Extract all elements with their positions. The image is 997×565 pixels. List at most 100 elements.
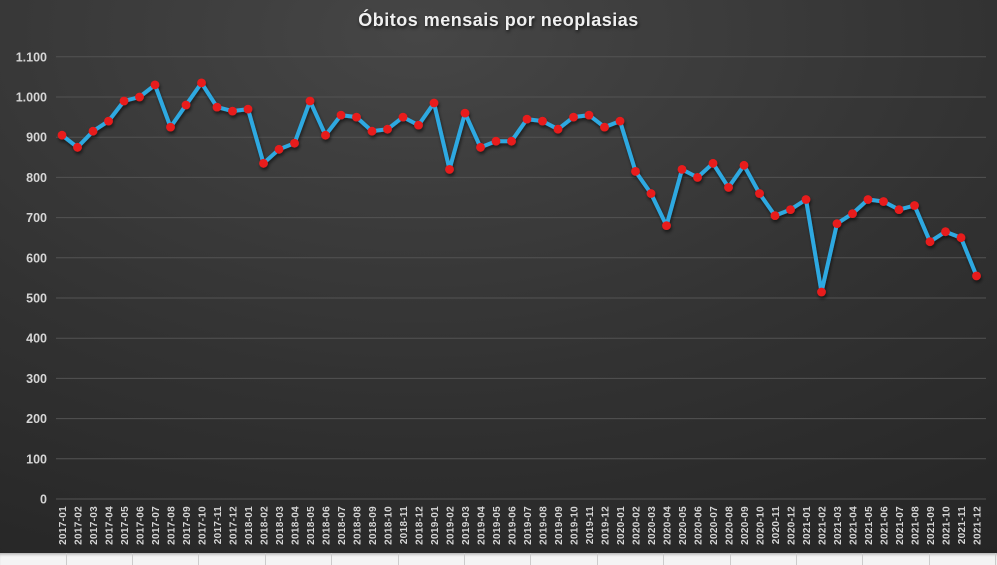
sheet-column-border — [198, 553, 200, 565]
data-point-marker[interactable] — [941, 227, 950, 237]
data-point-marker[interactable] — [662, 221, 671, 231]
data-point-marker[interactable] — [181, 100, 191, 110]
x-axis-tick-label: 2019-07 — [523, 506, 534, 545]
data-point-marker[interactable] — [398, 112, 408, 122]
data-point-marker[interactable] — [383, 124, 392, 134]
spreadsheet-cells-strip — [0, 553, 997, 565]
data-point-marker[interactable] — [600, 122, 609, 132]
data-point-marker[interactable] — [956, 233, 966, 243]
data-point-marker[interactable] — [274, 144, 284, 154]
data-point-marker[interactable] — [476, 142, 485, 152]
data-point-marker[interactable] — [894, 205, 904, 215]
data-line — [60, 80, 979, 294]
y-axis-tick-label: 100 — [26, 452, 47, 466]
data-point-marker[interactable] — [708, 158, 718, 168]
data-point-marker[interactable] — [584, 110, 594, 120]
sheet-column-border — [331, 553, 333, 565]
data-point-marker[interactable] — [972, 271, 981, 281]
data-point-marker[interactable] — [755, 189, 764, 198]
data-point-marker[interactable] — [538, 116, 547, 126]
data-point-marker[interactable] — [445, 165, 454, 174]
x-axis-tick-label: 2021-08 — [911, 506, 922, 545]
data-point-marker[interactable] — [305, 96, 315, 106]
data-point-marker[interactable] — [770, 211, 780, 221]
x-axis-tick-label: 2020-07 — [709, 506, 720, 545]
data-point-marker[interactable] — [135, 92, 144, 102]
data-point-marker[interactable] — [212, 102, 222, 112]
data-point-marker[interactable] — [259, 158, 268, 168]
data-point-marker[interactable] — [290, 138, 299, 148]
data-point-marker[interactable] — [73, 142, 82, 152]
sheet-column-border — [463, 553, 465, 565]
x-axis-tick-label: 2018-09 — [368, 506, 379, 545]
data-point-marker[interactable] — [119, 96, 129, 106]
data-point-marker[interactable] — [724, 183, 733, 192]
excel-chart[interactable]: Óbitos mensais por neoplasias 0 100 200 300… — [0, 0, 997, 553]
data-point-marker[interactable] — [646, 189, 656, 198]
sheet-column-border — [995, 553, 997, 565]
data-point-marker[interactable] — [615, 116, 625, 126]
data-point-marker[interactable] — [104, 116, 113, 126]
data-point-marker[interactable] — [569, 112, 578, 122]
sheet-column-border — [729, 553, 731, 565]
data-point-marker[interactable] — [491, 136, 501, 146]
data-point-marker[interactable] — [832, 219, 842, 229]
x-axis-tick-label: 2018-08 — [353, 506, 364, 545]
data-point-marker[interactable] — [863, 195, 873, 204]
data-point-marker[interactable] — [197, 78, 206, 88]
data-point-marker[interactable] — [848, 209, 857, 219]
sheet-column-border — [264, 553, 266, 565]
data-point-marker[interactable] — [336, 110, 346, 120]
x-axis-tick-label: 2018-12 — [415, 506, 426, 545]
x-axis-tick-label: 2017-06 — [136, 506, 147, 545]
x-axis-tick-label: 2019-11 — [585, 506, 596, 544]
x-axis-tick-label: 2017-11 — [213, 506, 224, 544]
x-axis-tick-label: 2021-01 — [802, 506, 813, 545]
x-axis-tick-label: 2019-12 — [601, 506, 612, 545]
data-point-marker[interactable] — [631, 167, 640, 176]
x-axis-tick-label: 2018-06 — [322, 506, 333, 545]
x-axis-tick-label: 2018-01 — [244, 506, 255, 545]
data-point-marker[interactable] — [677, 165, 687, 174]
y-axis-tick-label: 500 — [26, 292, 47, 306]
data-point-marker[interactable] — [801, 195, 811, 204]
data-point-marker[interactable] — [879, 197, 888, 206]
data-series — [57, 78, 981, 297]
data-point-marker[interactable] — [460, 108, 470, 118]
data-point-marker[interactable] — [786, 205, 795, 215]
y-axis-tick-label: 400 — [26, 332, 47, 346]
data-point-marker[interactable] — [693, 173, 702, 182]
x-axis-tick-label: 2018-05 — [306, 506, 317, 545]
x-axis-tick-label: 2019-10 — [570, 506, 581, 545]
data-point-marker[interactable] — [910, 201, 919, 210]
data-point-marker[interactable] — [243, 104, 253, 114]
x-axis-tick-label: 2019-01 — [430, 506, 441, 545]
data-point-marker[interactable] — [352, 112, 361, 122]
line-chart-plot-area: 0 100 200 300 400 500 600 700 800 900 1.000 1.100 20… — [16, 50, 986, 545]
data-point-marker[interactable] — [414, 120, 423, 130]
data-point-marker[interactable] — [367, 126, 377, 136]
data-point-marker[interactable] — [925, 237, 935, 247]
data-point-marker[interactable] — [88, 126, 98, 136]
x-axis-tick-label: 2020-12 — [787, 506, 798, 545]
data-point-marker[interactable] — [507, 136, 516, 146]
data-point-marker[interactable] — [553, 124, 563, 134]
x-axis-tick-label: 2020-02 — [632, 506, 643, 545]
data-point-marker[interactable] — [429, 98, 439, 108]
sheet-column-border — [928, 553, 930, 565]
data-point-marker[interactable] — [57, 130, 67, 140]
data-point-marker[interactable] — [739, 160, 749, 170]
x-axis-tick-label: 2018-11 — [399, 506, 410, 544]
data-point-marker[interactable] — [228, 106, 237, 116]
y-axis-tick-label: 600 — [26, 251, 47, 265]
x-axis-tick-label: 2020-04 — [663, 506, 674, 545]
data-point-marker[interactable] — [817, 287, 826, 297]
data-point-marker[interactable] — [166, 122, 175, 132]
x-axis-tick-label: 2019-05 — [492, 506, 503, 545]
data-point-marker[interactable] — [321, 130, 330, 140]
x-axis-tick-label: 2020-09 — [740, 506, 751, 545]
data-point-marker[interactable] — [522, 114, 532, 124]
x-axis-tick-label: 2021-03 — [833, 506, 844, 545]
x-axis-tick-label: 2017-08 — [167, 506, 178, 545]
data-point-marker[interactable] — [150, 80, 160, 90]
